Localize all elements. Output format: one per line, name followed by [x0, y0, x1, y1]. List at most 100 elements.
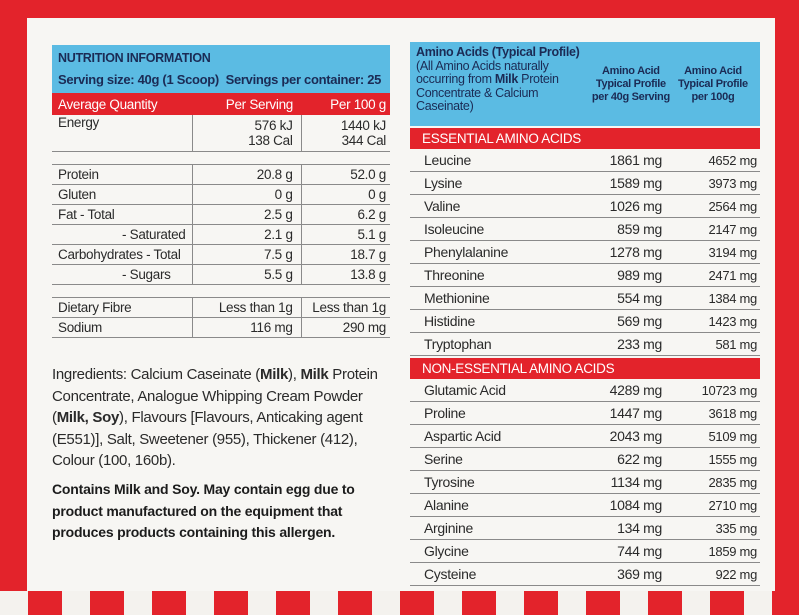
cell-text: 0 g: [368, 187, 386, 202]
cell-text: Carbohydrates - Total: [58, 247, 181, 262]
amino-cell: 1447 mg: [609, 405, 663, 421]
nutrition-cell: 290 mg: [300, 318, 390, 337]
amino-cell: Cysteine: [424, 566, 477, 582]
nutrition-cell: 52.0 g: [300, 165, 390, 184]
cell-text: 6.2 g: [357, 207, 386, 222]
column-label: Average Quantity: [58, 96, 158, 112]
nutrition-row: Energy 576 kJ 138 Cal 1440 kJ 344 Cal: [52, 115, 390, 152]
amino-row: Valine 1026 mg 2564 mg: [410, 195, 760, 218]
amino-cell: Proline: [424, 405, 466, 421]
nutrition-cell: Less than 1g: [300, 298, 390, 317]
amino-cell: Lysine: [424, 175, 463, 191]
nutrition-row: - Saturated 2.1 g 5.1 g: [52, 225, 390, 245]
text-segment: Milk: [300, 366, 329, 383]
cell-text: 290 mg: [342, 320, 387, 335]
amino-cell: 1861 mg: [609, 152, 663, 168]
amino-cell: 859 mg: [617, 221, 662, 237]
nutrition-cell: 20.8 g: [192, 165, 300, 184]
amino-row: Phenylalanine 1278 mg 3194 mg: [410, 241, 760, 264]
nutrition-cell: 576 kJ 138 Cal: [192, 115, 300, 151]
amino-cell: 3194 mg: [708, 244, 758, 260]
amino-cell: Leucine: [424, 152, 471, 168]
cell-text: 116 mg: [250, 320, 293, 335]
nutrition-cell: - Sugars: [52, 267, 192, 282]
nutrition-cell: 6.2 g: [300, 205, 390, 224]
cell-text: 13.8 g: [350, 267, 386, 282]
nutrition-cell: Fat - Total: [52, 207, 192, 222]
amino-column: Amino Acid Typical Profile per 40g Servi…: [591, 64, 670, 103]
amino-row: Methionine 554 mg 1384 mg: [410, 287, 760, 310]
amino-cell: Phenylalanine: [424, 244, 509, 260]
amino-cell: 1084 mg: [609, 497, 663, 513]
cell-text: 2.5 g: [264, 207, 293, 222]
amino-row: Glutamic Acid 4289 mg 10723 mg: [410, 379, 760, 402]
amino-cell: 369 mg: [617, 566, 662, 582]
nutrition-row: Fat - Total 2.5 g 6.2 g: [52, 205, 390, 225]
amino-cell: 3973 mg: [708, 175, 758, 191]
nutrition-row: Gluten 0 g 0 g: [52, 185, 390, 205]
amino-row: Histidine 569 mg 1423 mg: [410, 310, 760, 333]
cell-text: 1440 kJ: [340, 118, 386, 133]
amino-cell: 134 mg: [617, 520, 662, 536]
amino-row: Tryptophan 233 mg 581 mg: [410, 333, 760, 356]
cell-text: 576 kJ: [254, 118, 293, 133]
cell-text: 344 Cal: [341, 133, 387, 148]
amino-cell: 1423 mg: [708, 313, 758, 329]
amino-cell: 1278 mg: [609, 244, 663, 260]
amino-panel: Amino Acids (Typical Profile) (All Amino …: [410, 42, 760, 586]
amino-row: Cysteine 369 mg 922 mg: [410, 563, 760, 586]
nutrition-cell: 18.7 g: [300, 245, 390, 264]
text-segment: ),: [288, 366, 301, 383]
amino-header: Amino Acids (Typical Profile) (All Amino …: [410, 42, 760, 126]
cell-text: Energy: [58, 115, 99, 130]
amino-cell: 1026 mg: [609, 198, 663, 214]
nutrition-cell: Carbohydrates - Total: [52, 247, 192, 262]
amino-cell: Threonine: [424, 267, 485, 283]
amino-cell: 2147 mg: [708, 221, 758, 237]
serving-size: Serving size: 40g (1 Scoop): [58, 72, 219, 87]
nutrition-cell: - Saturated: [52, 227, 192, 242]
amino-row: Serine 622 mg 1555 mg: [410, 448, 760, 471]
ingredients: Ingredients: Calcium Caseinate (Milk), M…: [52, 364, 397, 472]
column-header: Average Quantity Per Serving Per 100 g: [52, 93, 390, 115]
amino-row: Lysine 1589 mg 3973 mg: [410, 172, 760, 195]
amino-cell: 1384 mg: [708, 290, 758, 306]
nutrition-cell: 1440 kJ 344 Cal: [300, 115, 390, 151]
text-segment: Protein Concentrate & Calcium Caseinate): [416, 72, 559, 113]
amino-cell: 554 mg: [617, 290, 662, 306]
amino-cell: 989 mg: [617, 267, 662, 283]
cell-text: Less than 1g: [218, 300, 293, 315]
amino-cell: 2043 mg: [609, 428, 663, 444]
amino-cell: Glutamic Acid: [424, 382, 506, 398]
nutrition-cell: Gluten: [52, 187, 192, 202]
cell-text: 2.1 g: [264, 227, 293, 242]
amino-cell: 2564 mg: [708, 198, 758, 214]
section-header: ESSENTIAL AMINO ACIDS: [410, 128, 760, 149]
amino-cell: 1134 mg: [610, 474, 663, 490]
nutrition-row: Carbohydrates - Total 7.5 g 18.7 g: [52, 245, 390, 265]
nutrition-cell: 7.5 g: [192, 245, 300, 264]
text-segment: Milk: [260, 366, 288, 383]
allergen: Contains Milk and Soy. May contain egg d…: [52, 481, 355, 540]
text-segment: Protein Concentrate, Analogue Whipping C…: [52, 366, 378, 426]
amino-cell: 581 mg: [715, 336, 757, 352]
nutrition-cell: Protein: [52, 167, 192, 182]
nutrition-cell: Less than 1g: [192, 298, 300, 317]
amino-row: Isoleucine 859 mg 2147 mg: [410, 218, 760, 241]
amino-row: Proline 1447 mg 3618 mg: [410, 402, 760, 425]
amino-cell: 335 mg: [715, 520, 757, 536]
amino-row: Leucine 1861 mg 4652 mg: [410, 149, 760, 172]
amino-cell: Arginine: [424, 520, 473, 536]
nutrition-rows: Energy 576 kJ 138 Cal 1440 kJ 344 Cal Protein…: [52, 115, 390, 338]
nutrition-cell: Dietary Fibre: [52, 300, 192, 315]
amino-cell: 4652 mg: [708, 152, 758, 168]
nutrition-cell: 0 g: [300, 185, 390, 204]
amino-row: Aspartic Acid 2043 mg 5109 mg: [410, 425, 760, 448]
cell-text: Fat - Total: [58, 207, 115, 222]
amino-cell: 5109 mg: [708, 428, 758, 444]
amino-cell: Methionine: [424, 290, 490, 306]
amino-cell: Alanine: [424, 497, 469, 513]
nutrition-cell: Sodium: [52, 320, 192, 335]
nutrition-header: NUTRITION INFORMATION Serving size: 40g …: [52, 45, 390, 93]
